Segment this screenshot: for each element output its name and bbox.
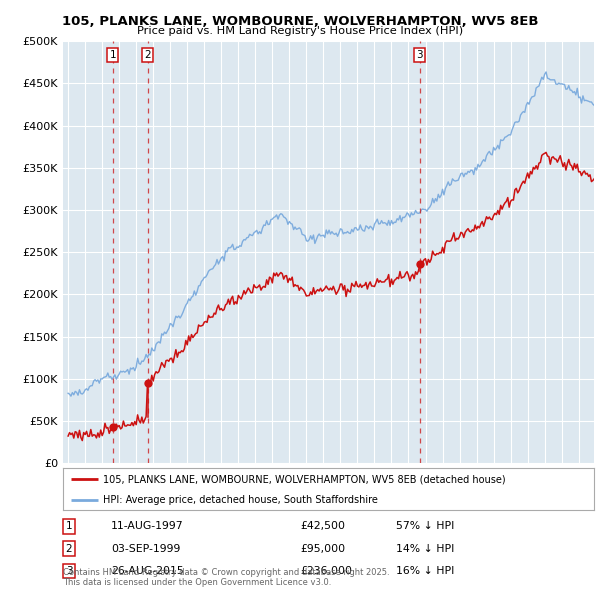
Text: Price paid vs. HM Land Registry's House Price Index (HPI): Price paid vs. HM Land Registry's House … [137, 26, 463, 36]
Text: 105, PLANKS LANE, WOMBOURNE, WOLVERHAMPTON, WV5 8EB: 105, PLANKS LANE, WOMBOURNE, WOLVERHAMPT… [62, 15, 538, 28]
Text: 14% ↓ HPI: 14% ↓ HPI [396, 544, 454, 553]
Text: £95,000: £95,000 [300, 544, 345, 553]
Text: 3: 3 [65, 566, 73, 576]
Text: HPI: Average price, detached house, South Staffordshire: HPI: Average price, detached house, Sout… [103, 495, 378, 504]
Text: 26-AUG-2015: 26-AUG-2015 [111, 566, 184, 576]
Text: £236,000: £236,000 [300, 566, 352, 576]
Text: 1: 1 [109, 50, 116, 60]
Text: 3: 3 [416, 50, 423, 60]
Text: 11-AUG-1997: 11-AUG-1997 [111, 522, 184, 531]
Text: 2: 2 [145, 50, 151, 60]
Text: 57% ↓ HPI: 57% ↓ HPI [396, 522, 454, 531]
Text: 16% ↓ HPI: 16% ↓ HPI [396, 566, 454, 576]
Text: 1: 1 [65, 522, 73, 531]
Text: £42,500: £42,500 [300, 522, 345, 531]
Text: Contains HM Land Registry data © Crown copyright and database right 2025.
This d: Contains HM Land Registry data © Crown c… [63, 568, 389, 587]
Text: 03-SEP-1999: 03-SEP-1999 [111, 544, 181, 553]
Text: 105, PLANKS LANE, WOMBOURNE, WOLVERHAMPTON, WV5 8EB (detached house): 105, PLANKS LANE, WOMBOURNE, WOLVERHAMPT… [103, 474, 505, 484]
Text: 2: 2 [65, 544, 73, 553]
